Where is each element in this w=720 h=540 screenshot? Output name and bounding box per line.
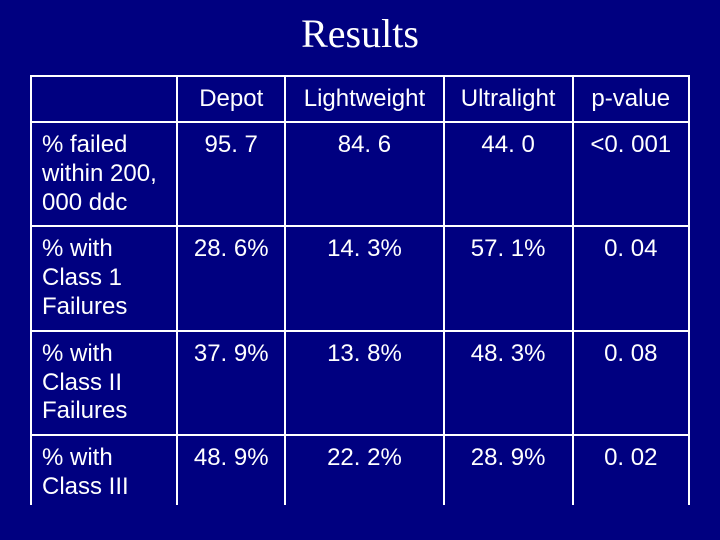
cell-depot: 28. 6% bbox=[177, 226, 285, 330]
table-container: Depot Lightweight Ultralight p-value % f… bbox=[30, 75, 690, 505]
header-blank bbox=[31, 76, 177, 122]
header-depot: Depot bbox=[177, 76, 285, 122]
cell-ultralight: 48. 3% bbox=[444, 331, 573, 435]
header-pvalue: p-value bbox=[573, 76, 689, 122]
cell-depot: 37. 9% bbox=[177, 331, 285, 435]
results-table: Depot Lightweight Ultralight p-value % f… bbox=[30, 75, 690, 505]
cell-pvalue: 0. 02 bbox=[573, 435, 689, 505]
header-ultralight: Ultralight bbox=[444, 76, 573, 122]
cell-depot: 95. 7 bbox=[177, 122, 285, 226]
cell-lightweight: 22. 2% bbox=[285, 435, 444, 505]
table-row: % with Class II Failures 37. 9% 13. 8% 4… bbox=[31, 331, 689, 435]
row-label: % with Class II Failures bbox=[31, 331, 177, 435]
cell-ultralight: 57. 1% bbox=[444, 226, 573, 330]
table-row: % failed within 200, 000 ddc 95. 7 84. 6… bbox=[31, 122, 689, 226]
table-header-row: Depot Lightweight Ultralight p-value bbox=[31, 76, 689, 122]
cell-lightweight: 13. 8% bbox=[285, 331, 444, 435]
header-lightweight: Lightweight bbox=[285, 76, 444, 122]
row-label: % failed within 200, 000 ddc bbox=[31, 122, 177, 226]
cell-lightweight: 14. 3% bbox=[285, 226, 444, 330]
slide: Results Depot Lightweight Ultralight p-v… bbox=[0, 0, 720, 540]
cell-pvalue: 0. 08 bbox=[573, 331, 689, 435]
row-label: % with Class 1 Failures bbox=[31, 226, 177, 330]
cell-pvalue: 0. 04 bbox=[573, 226, 689, 330]
cell-ultralight: 44. 0 bbox=[444, 122, 573, 226]
slide-title: Results bbox=[30, 10, 690, 57]
cell-depot: 48. 9% bbox=[177, 435, 285, 505]
cell-pvalue: <0. 001 bbox=[573, 122, 689, 226]
cell-ultralight: 28. 9% bbox=[444, 435, 573, 505]
row-label: % with Class III Failures bbox=[31, 435, 177, 505]
table-row: % with Class 1 Failures 28. 6% 14. 3% 57… bbox=[31, 226, 689, 330]
table-row: % with Class III Failures 48. 9% 22. 2% … bbox=[31, 435, 689, 505]
cell-lightweight: 84. 6 bbox=[285, 122, 444, 226]
